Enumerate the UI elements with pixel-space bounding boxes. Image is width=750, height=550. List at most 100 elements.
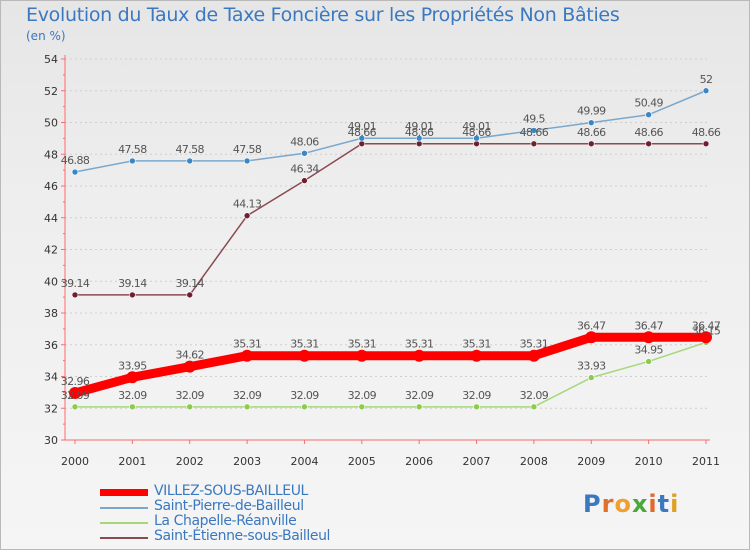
- data-point: [298, 349, 311, 362]
- chart-title: Evolution du Taux de Taxe Foncière sur l…: [26, 4, 620, 26]
- data-point: [183, 360, 196, 373]
- data-label: 35.31: [462, 338, 491, 351]
- data-point: [415, 403, 423, 411]
- legend-item-villez: VILLEZ-SOUS-BAILLEUL: [100, 483, 460, 500]
- logo-letter: i: [648, 490, 658, 518]
- legend-label-villez: VILLEZ-SOUS-BAILLEUL: [154, 483, 308, 499]
- data-point: [69, 387, 81, 400]
- data-label: 33.93: [577, 360, 606, 373]
- legend: VILLEZ-SOUS-BAILLEUL Saint-Pierre-de-Bai…: [100, 483, 460, 545]
- y-tick-label: 34: [44, 371, 58, 384]
- data-label: 52: [700, 73, 713, 86]
- data-label: 46.34: [290, 163, 319, 176]
- data-point: [358, 403, 366, 411]
- y-tick-label: 38: [44, 307, 58, 320]
- data-point: [186, 157, 194, 165]
- legend-item-la-chapelle: La Chapelle-Réanville: [100, 513, 460, 530]
- data-point: [470, 349, 483, 362]
- x-tick-label: 2007: [463, 455, 491, 468]
- y-tick-label: 52: [44, 85, 58, 98]
- data-label: 35.31: [520, 338, 549, 351]
- y-unit-label: (en %): [26, 29, 66, 43]
- logo-letter: i: [670, 490, 680, 518]
- data-label: 32.09: [520, 389, 549, 402]
- data-label: 32.09: [61, 389, 90, 402]
- data-label: 48.06: [290, 135, 319, 148]
- data-label: 48.66: [520, 126, 549, 139]
- data-label: 36.47: [692, 319, 721, 332]
- data-label: 39.14: [61, 277, 90, 290]
- y-tick-label: 40: [44, 275, 58, 288]
- series-line-0: [73, 332, 706, 398]
- data-label: 44.13: [233, 198, 262, 211]
- data-point: [530, 127, 538, 134]
- data-label: 49.01: [405, 120, 434, 133]
- data-label: 49.5: [523, 112, 546, 125]
- x-tick-label: 2009: [577, 455, 605, 468]
- data-point: [129, 403, 136, 411]
- data-label: 36.15: [692, 324, 721, 337]
- data-label: 48.66: [634, 126, 663, 139]
- data-point: [645, 358, 652, 365]
- data-label: 49.01: [348, 120, 377, 133]
- data-point: [530, 140, 538, 148]
- data-point: [129, 291, 136, 299]
- data-point: [241, 349, 254, 362]
- data-label: 50.49: [634, 97, 663, 110]
- data-label: 48.66: [405, 126, 434, 139]
- data-label: 35.31: [405, 338, 434, 351]
- data-point: [702, 87, 710, 95]
- legend-swatch-saint-pierre: [100, 507, 148, 509]
- data-point: [473, 140, 480, 148]
- legend-item-saint-pierre: Saint-Pierre-de-Bailleul: [100, 498, 460, 515]
- data-label: 47.58: [233, 143, 262, 156]
- data-point: [527, 349, 540, 362]
- data-point: [645, 140, 652, 148]
- data-point: [126, 371, 139, 384]
- legend-item-saint-etienne: Saint-Étienne-sous-Bailleul: [100, 528, 460, 545]
- logo-letter: P: [583, 490, 602, 518]
- x-tick-label: 2002: [176, 455, 204, 468]
- x-tick-label: 2006: [405, 455, 433, 468]
- logo-letter: x: [631, 490, 649, 518]
- data-point: [71, 403, 79, 411]
- data-label: 32.09: [348, 389, 377, 402]
- data-point: [186, 403, 194, 411]
- data-label: 48.66: [692, 126, 721, 139]
- data-point: [301, 149, 308, 157]
- y-tick-label: 30: [44, 434, 58, 447]
- y-tick-label: 32: [44, 402, 58, 415]
- data-point: [587, 374, 595, 381]
- data-point: [243, 403, 251, 411]
- data-point: [243, 157, 251, 165]
- data-label: 49.01: [462, 120, 491, 133]
- data-point: [71, 168, 79, 176]
- y-tick-label: 44: [44, 212, 58, 225]
- series-line-1: [74, 90, 707, 173]
- data-label: 32.09: [462, 389, 491, 402]
- data-label: 32.09: [118, 389, 147, 402]
- logo-letter: r: [601, 490, 615, 518]
- data-point: [355, 349, 368, 362]
- x-tick-label: 2008: [520, 455, 548, 468]
- logo-letter: t: [657, 490, 671, 518]
- data-point: [702, 140, 710, 148]
- data-label: 32.09: [175, 389, 204, 402]
- data-label: 35.31: [348, 338, 377, 351]
- legend-swatch-villez: [100, 489, 148, 496]
- proxiti-logo: Proxiti: [583, 490, 679, 518]
- x-tick-label: 2010: [635, 455, 663, 468]
- x-tick-label: 2011: [692, 455, 720, 468]
- x-tick-label: 2004: [290, 455, 318, 468]
- legend-swatch-saint-etienne: [100, 537, 148, 539]
- data-point: [473, 134, 480, 142]
- data-point: [642, 331, 655, 344]
- legend-label-saint-etienne: Saint-Étienne-sous-Bailleul: [154, 528, 331, 544]
- data-label: 32.09: [233, 389, 262, 402]
- data-point: [358, 140, 366, 148]
- data-label: 32.96: [61, 375, 90, 388]
- logo-letter: o: [614, 490, 632, 518]
- data-point: [413, 349, 426, 362]
- data-label: 49.99: [577, 105, 606, 118]
